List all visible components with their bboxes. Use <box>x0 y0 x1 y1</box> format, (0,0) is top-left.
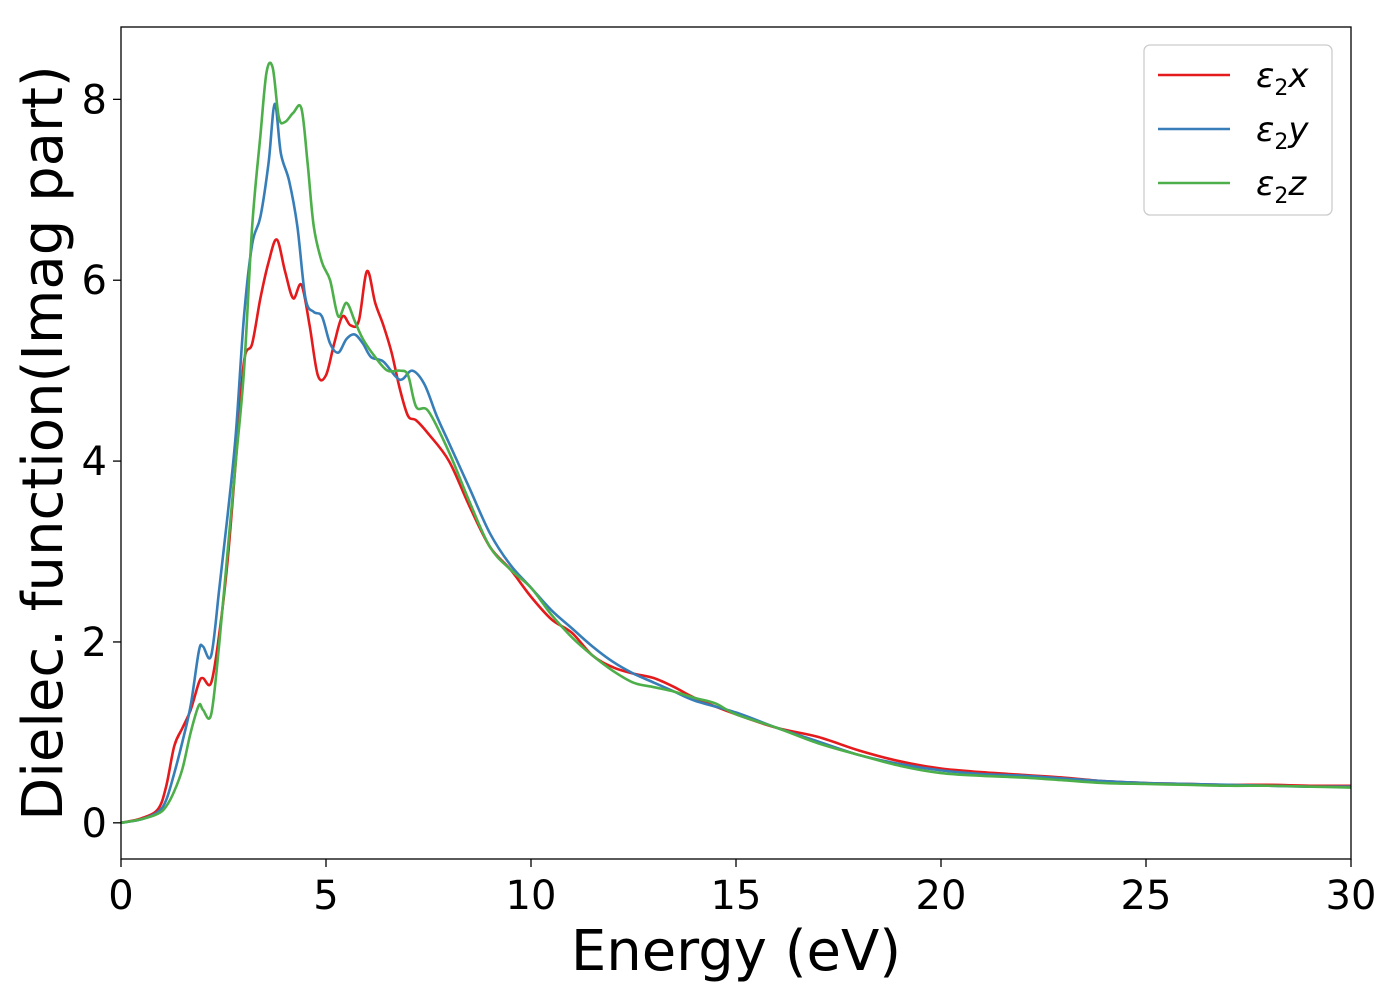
legend-label-x: ε2x <box>1256 56 1309 101</box>
legend: ε2x ε2y ε2z <box>1143 44 1333 216</box>
y-tick-label: 2 <box>82 620 107 666</box>
y-tick-label: 4 <box>82 439 107 485</box>
series-group <box>121 61 1351 825</box>
axes: 0 5 10 15 20 25 30 0 2 4 6 8 <box>82 26 1377 919</box>
x-tick-label: 10 <box>506 873 557 919</box>
x-tick-label: 20 <box>916 873 967 919</box>
series-line-z <box>121 61 1351 825</box>
x-tick-label: 25 <box>1121 873 1172 919</box>
series-line-y <box>121 102 1351 825</box>
y-tick-label: 0 <box>82 801 107 847</box>
x-tick-label: 15 <box>711 873 762 919</box>
y-tick-label: 6 <box>82 258 107 304</box>
legend-box <box>1143 44 1333 216</box>
y-tick-label: 8 <box>82 77 107 123</box>
x-axis-label: Energy (eV) <box>571 919 901 984</box>
x-tick-label: 5 <box>313 873 338 919</box>
x-tick-label: 30 <box>1326 873 1377 919</box>
legend-label-y: ε2y <box>1256 110 1309 155</box>
y-axis-label: Dielec. function(Imag part) <box>11 65 76 821</box>
legend-label-z: ε2z <box>1256 164 1307 209</box>
x-tick-label: 0 <box>108 873 133 919</box>
